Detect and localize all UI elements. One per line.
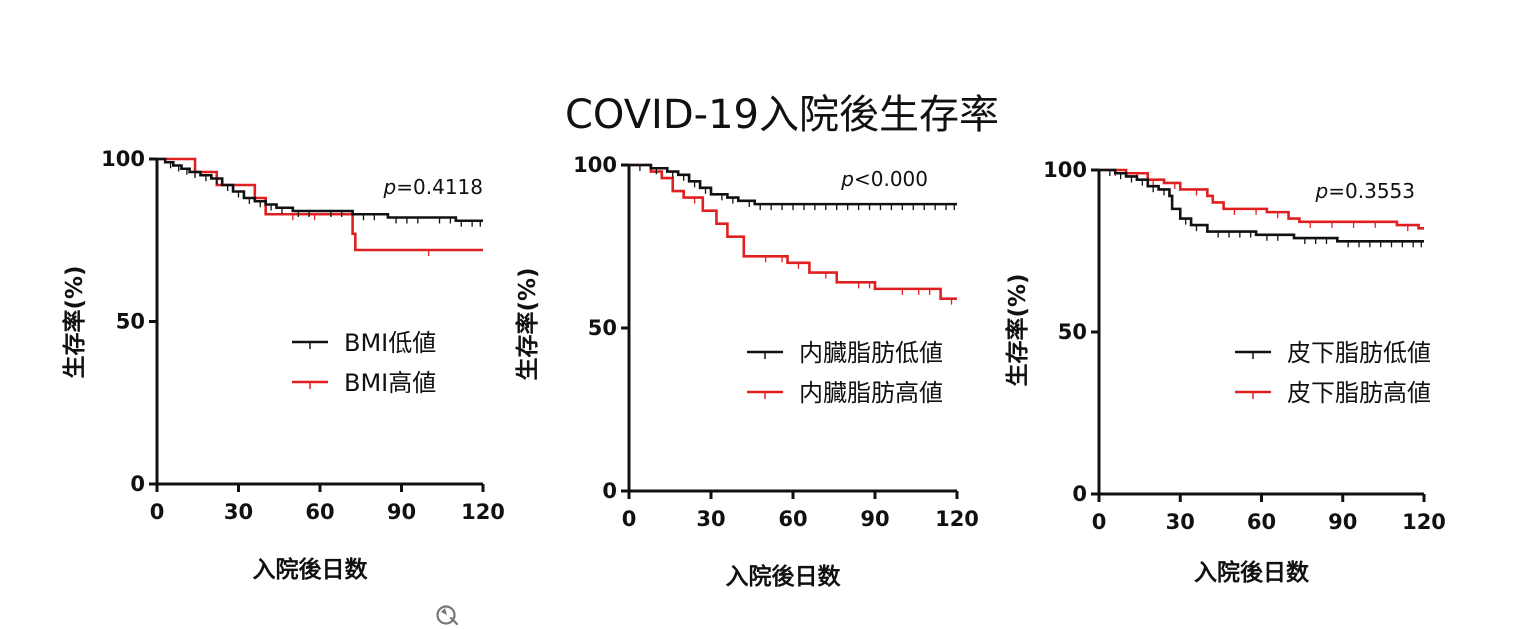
y-tick-label: 0 [130, 472, 145, 496]
x-tick-label: 0 [622, 507, 637, 531]
y-tick-label: 50 [1058, 320, 1087, 344]
x-tick-label: 90 [860, 507, 889, 531]
series-line [629, 163, 957, 206]
series-line [629, 163, 957, 300]
legend-label: 皮下脂肪低値 [1287, 339, 1431, 367]
x-tick-label: 120 [935, 507, 979, 531]
series-line [157, 157, 483, 223]
legend-label: 内臓脂肪高値 [799, 379, 943, 407]
y-tick-label: 0 [1072, 482, 1087, 506]
legend-label: 皮下脂肪高値 [1287, 379, 1431, 407]
x-axis-title: 入院後日数 [1194, 559, 1310, 586]
x-tick-label: 90 [1328, 510, 1357, 534]
series-line [1099, 168, 1424, 230]
x-tick-label: 120 [1402, 510, 1446, 534]
y-axis-title: 生存率(%) [514, 267, 541, 380]
x-tick-label: 0 [1092, 510, 1107, 534]
legend-label: BMI低値 [344, 329, 436, 357]
p-value: p=0.4118 [383, 175, 483, 199]
p-value: p=0.3553 [1315, 179, 1415, 203]
y-axis-title: 生存率(%) [1004, 273, 1031, 386]
x-tick-label: 0 [150, 500, 165, 524]
p-value: p<0.000 [840, 167, 928, 191]
x-tick-label: 60 [1247, 510, 1276, 534]
x-tick-label: 120 [461, 500, 505, 524]
y-tick-label: 50 [588, 316, 617, 340]
x-tick-label: 30 [224, 500, 253, 524]
y-tick-label: 50 [116, 310, 145, 334]
main-title: COVID-19入院後生存率 [564, 92, 999, 138]
y-tick-label: 100 [101, 147, 145, 171]
y-axis-title: 生存率(%) [61, 265, 88, 378]
y-tick-label: 100 [573, 153, 617, 177]
x-tick-label: 60 [778, 507, 807, 531]
legend-label: BMI高値 [344, 369, 436, 397]
x-axis-title: 入院後日数 [253, 556, 369, 583]
refresh-icon[interactable] [433, 600, 463, 630]
chart-1: 0 50 100 0 30 60 90 120 入院後日数 生存率(%) p=0.4118 BMI低値… [61, 147, 505, 583]
x-tick-label: 30 [1166, 510, 1195, 534]
series-line [157, 157, 483, 252]
y-tick-label: 100 [1043, 158, 1087, 182]
chart-2: 0 50 100 0 30 60 90 120 入院後日数 生存率(%) p<0.000 内臓脂肪低値… [514, 153, 979, 590]
x-tick-label: 60 [305, 500, 334, 524]
chart-3: 0 50 100 0 30 60 90 120 入院後日数 生存率(%) p=0.3553 皮下脂肪低… [1004, 158, 1446, 586]
x-axis-title: 入院後日数 [726, 563, 842, 590]
y-tick-label: 0 [602, 479, 617, 503]
x-tick-label: 90 [387, 500, 416, 524]
x-tick-label: 30 [696, 507, 725, 531]
legend-label: 内臓脂肪低値 [799, 339, 943, 367]
